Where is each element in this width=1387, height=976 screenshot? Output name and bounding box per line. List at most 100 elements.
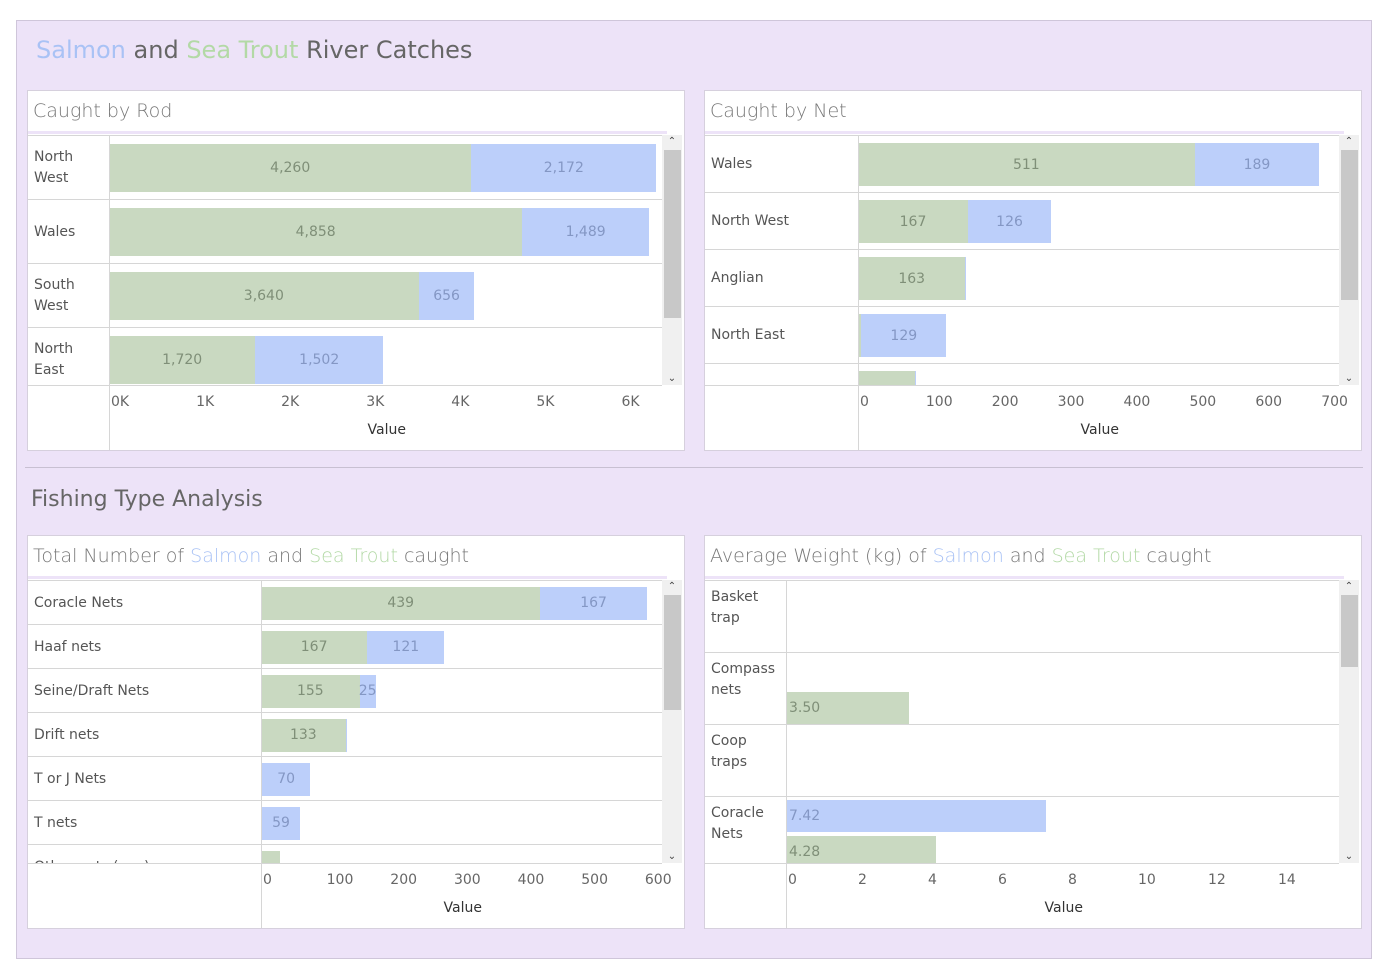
category-row: Other nets (var.)	[28, 845, 662, 864]
bar-salmon[interactable]: 1,502	[255, 336, 384, 384]
category-label: Coracle Nets	[711, 805, 764, 842]
bar-sea-trout[interactable]: 167	[261, 630, 368, 664]
bar-sea-trout[interactable]: 163	[858, 257, 966, 300]
category-label: Coracle Nets	[34, 594, 124, 611]
category-label: T nets	[34, 814, 78, 831]
bar-salmon[interactable]: 129	[861, 314, 947, 357]
category-row: Drift nets 133	[28, 713, 662, 757]
bar-sea-trout[interactable]: 3,640	[109, 272, 419, 320]
chart-net: Caught by Net Wales 511 189 North West 167 126…	[704, 90, 1362, 451]
category-label: Wales	[711, 156, 753, 172]
bar-salmon[interactable]: 70	[262, 762, 310, 796]
scrollbar[interactable]: ⌃ ⌄	[1339, 580, 1359, 863]
bar-sea-trout[interactable]: 1,720	[109, 336, 256, 384]
chart-title-part: Sea Trout	[309, 545, 398, 567]
chart-title-part: Total Number of	[33, 545, 191, 567]
section-divider	[25, 467, 1363, 468]
category-label: Coop traps	[711, 733, 748, 770]
chart-title-part: caught	[1140, 545, 1212, 567]
bar-salmon[interactable]: 59	[261, 806, 301, 840]
bar-sea-trout[interactable]: 3.50	[786, 692, 909, 724]
category-label: South West	[34, 277, 75, 314]
x-tick-label: 0	[860, 394, 869, 410]
x-tick-label: 0	[263, 872, 272, 888]
x-tick-label: 6	[998, 872, 1007, 888]
bar-salmon[interactable]: 121	[367, 630, 445, 664]
bar-sea-trout[interactable]: 439	[261, 586, 541, 620]
dashboard-title: Salmon and Sea Trout River Catches	[36, 36, 472, 64]
scrollbar-thumb[interactable]	[1341, 150, 1358, 300]
x-axis-title: Value	[443, 900, 482, 916]
x-axis-title: Value	[367, 422, 406, 438]
bar-sea-trout[interactable]: 4,260	[109, 144, 472, 192]
scroll-down-icon[interactable]: ⌄	[1344, 851, 1354, 862]
bar-salmon[interactable]	[915, 371, 916, 386]
scroll-down-icon[interactable]: ⌄	[1344, 373, 1354, 384]
x-tick-label: 200	[390, 872, 418, 888]
x-tick-label: 3K	[366, 394, 385, 410]
x-tick-label: 10	[1138, 872, 1156, 888]
x-tick-label: 600	[644, 872, 672, 888]
bar-salmon[interactable]: 189	[1194, 143, 1320, 186]
bar-salmon[interactable]: 126	[968, 200, 1052, 243]
bar-salmon[interactable]: 656	[418, 272, 475, 320]
x-tick-label: 5K	[536, 394, 555, 410]
scrollbar-thumb[interactable]	[1341, 595, 1358, 667]
chart-rod: Caught by Rod North West 4,260 2,172 Wales 4,8…	[27, 90, 685, 451]
category-label: Basket trap	[711, 589, 759, 626]
scroll-up-icon[interactable]: ⌃	[1344, 136, 1354, 147]
plot-area: Wales 511 189 North West 167 126 Anglian 163 Nor…	[705, 135, 1339, 386]
scroll-up-icon[interactable]: ⌃	[667, 581, 677, 592]
bar-salmon[interactable]	[965, 257, 967, 300]
x-axis: 0 100 200 300 400 500 600 Value	[28, 863, 672, 928]
bar-sea-trout[interactable]: 167	[858, 200, 969, 243]
bar-sea-trout[interactable]	[858, 371, 916, 386]
bar-salmon[interactable]: 7.42	[786, 800, 1046, 832]
bar-sea-trout[interactable]: 4.28	[786, 836, 936, 864]
x-axis: 0 2 4 6 8 10 12 14 Value	[705, 863, 1339, 928]
category-label: Compass nets	[711, 661, 776, 698]
x-tick-label: 500	[581, 872, 608, 888]
scrollbar-thumb[interactable]	[664, 595, 681, 710]
plot-area: Coracle Nets 439 167 Haaf nets 167 121 Seine/D…	[28, 580, 662, 864]
bar-salmon[interactable]	[345, 718, 347, 752]
x-tick-label: 0	[788, 872, 797, 888]
bar-sea-trout[interactable]	[858, 314, 862, 357]
bar-salmon[interactable]: 1,489	[522, 208, 649, 256]
category-label: North East	[711, 327, 785, 343]
bar-sea-trout[interactable]: 4,858	[109, 208, 523, 256]
scroll-down-icon[interactable]: ⌄	[667, 851, 677, 862]
chart-title: Caught by Net	[705, 91, 1344, 134]
category-row: Basket trap	[705, 581, 1339, 653]
scroll-up-icon[interactable]: ⌃	[1344, 581, 1354, 592]
axis-line	[109, 135, 110, 450]
category-row: South West	[705, 364, 1339, 386]
x-tick-label: 4K	[451, 394, 470, 410]
section-title: Fishing Type Analysis	[31, 487, 263, 512]
scrollbar[interactable]: ⌃ ⌄	[662, 135, 682, 385]
bar-sea-trout[interactable]: 155	[261, 674, 360, 708]
bar-salmon[interactable]: 167	[540, 586, 647, 620]
category-label: Seine/Draft Nets	[34, 682, 150, 699]
plot-area: North West 4,260 2,172 Wales 4,858 1,489 South W…	[28, 135, 662, 386]
x-tick-label: 600	[1255, 394, 1283, 410]
scroll-down-icon[interactable]: ⌄	[667, 373, 677, 384]
x-tick-label: 2	[858, 872, 867, 888]
bar-salmon[interactable]: 25	[359, 674, 377, 708]
scrollbar[interactable]: ⌃ ⌄	[1339, 135, 1359, 385]
scrollbar-thumb[interactable]	[664, 150, 681, 318]
x-axis: 0K 1K 2K 3K 4K 5K 6K Value	[28, 385, 662, 450]
bar-sea-trout[interactable]: 511	[858, 143, 1195, 186]
x-tick-label: 400	[1123, 394, 1151, 410]
title-rest: River Catches	[298, 36, 473, 64]
bar-sea-trout[interactable]	[261, 850, 281, 864]
scroll-up-icon[interactable]: ⌃	[667, 136, 677, 147]
category-label: Other nets (var.)	[34, 857, 150, 865]
chart-title: Average Weight (kg) of Salmon and Sea Tr…	[705, 536, 1344, 579]
scrollbar[interactable]: ⌃ ⌄	[662, 580, 682, 863]
bar-salmon[interactable]: 2,172	[471, 144, 657, 192]
axis-line	[786, 580, 787, 928]
category-label: T or J Nets	[34, 770, 107, 787]
bar-sea-trout[interactable]: 133	[261, 718, 346, 752]
chart-title-part: Average Weight (kg) of	[710, 545, 933, 567]
